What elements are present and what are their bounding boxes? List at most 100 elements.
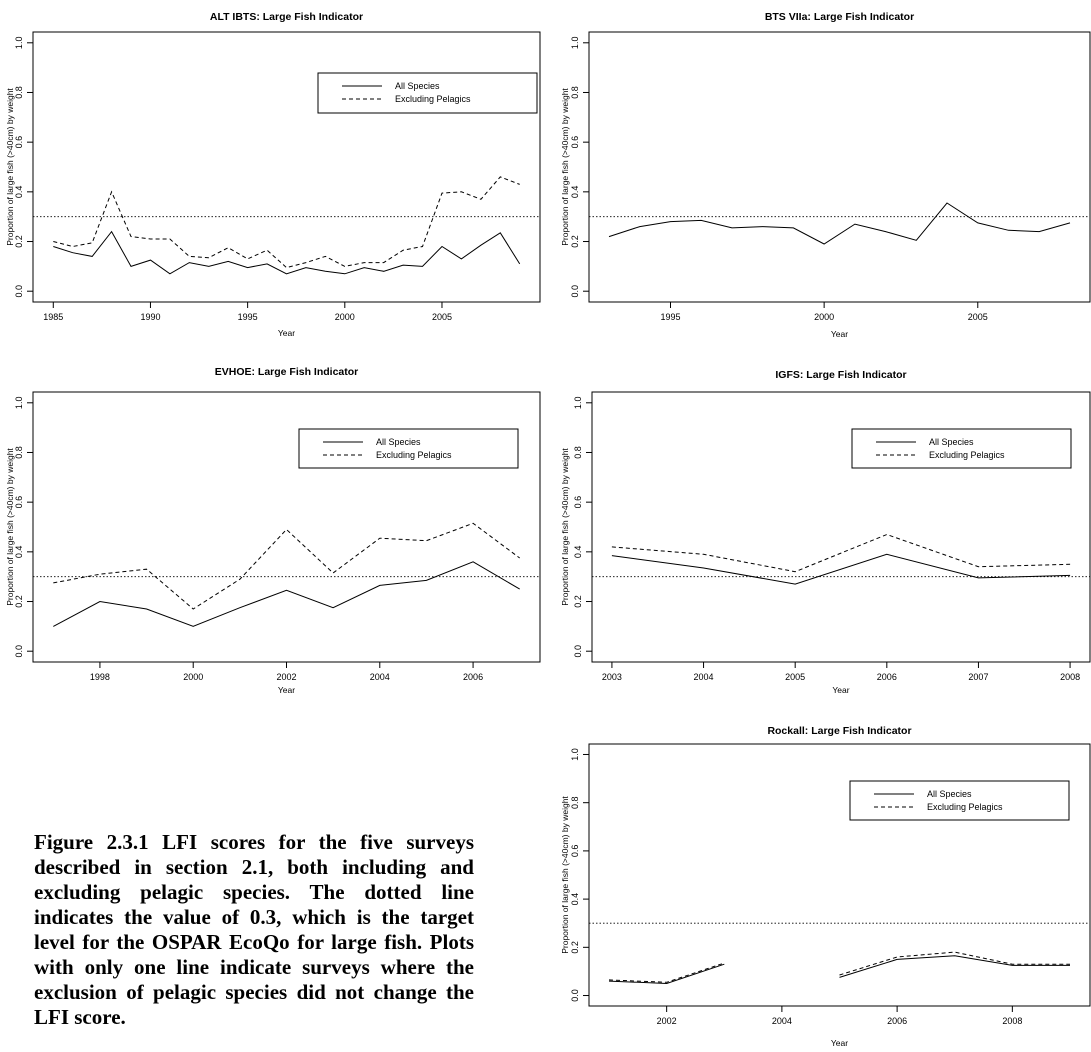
x-tick-label: 2006	[463, 672, 483, 682]
y-tick-label: 0.0	[570, 989, 580, 1002]
y-tick-label: 0.8	[573, 446, 583, 459]
chart-igfs: IGFS: Large Fish Indicator 0.0 0.2 0.4 0.6 0.…	[560, 369, 1091, 695]
x-axis-label: Year	[832, 685, 849, 695]
legend-box	[317, 72, 538, 114]
y-axis-label: Proportion of large fish (>40cm) by weig…	[5, 88, 15, 246]
series-excluding-pelagics-line	[608, 962, 725, 983]
y-tick-label: 1.0	[14, 37, 24, 50]
x-tick-label: 2002	[276, 672, 296, 682]
legend-label: Excluding Pelagics	[927, 802, 1003, 812]
chart-evhoe: EVHOE: Large Fish Indicator 0.0 0.2 0.4 0.6 0…	[5, 366, 541, 695]
x-tick-label: 2008	[1060, 672, 1080, 682]
x-tick-label: 2005	[785, 672, 805, 682]
legend: All Species Excluding Pelagics	[298, 428, 519, 469]
legend-label: Excluding Pelagics	[376, 450, 452, 460]
y-tick-label: 0.0	[570, 285, 580, 298]
chart-title: EVHOE: Large Fish Indicator	[215, 366, 359, 378]
figure-caption: Figure 2.3.1 LFI scores for the five sur…	[34, 830, 474, 1029]
series-excluding-pelagics-line	[53, 176, 520, 269]
x-tick-label: 2000	[183, 672, 203, 682]
chart-title: BTS VIIa: Large Fish Indicator	[765, 11, 914, 23]
series-all-species-line	[53, 230, 521, 275]
y-tick-label: 0.6	[14, 136, 24, 149]
y-tick-label: 0.4	[573, 546, 583, 559]
y-axis-label: Proportion of large fish (>40cm) by weig…	[560, 448, 570, 606]
chart-title: Rockall: Large Fish Indicator	[767, 725, 911, 737]
y-tick-label: 0.0	[573, 645, 583, 658]
legend-label: Excluding Pelagics	[395, 94, 471, 104]
y-tick-label: 0.8	[14, 86, 24, 99]
y-tick-label: 0.2	[14, 595, 24, 608]
y-tick-label: 0.6	[570, 136, 580, 149]
series-all-species-line	[53, 561, 520, 627]
plot-frame	[588, 31, 1091, 303]
y-tick-label: 0.0	[14, 285, 24, 298]
y-tick-label: 0.4	[14, 186, 24, 199]
legend-box	[298, 428, 519, 469]
series-all-species-line	[608, 202, 1071, 245]
y-tick-label: 0.8	[14, 446, 24, 459]
y-tick-label: 0.4	[570, 893, 580, 906]
x-tick-label: 2000	[335, 312, 355, 322]
y-tick-label: 0.2	[570, 235, 580, 248]
x-tick-label: 2008	[1002, 1016, 1022, 1026]
y-tick-label: 1.0	[570, 748, 580, 761]
x-tick-label: 2004	[694, 672, 714, 682]
chart-bts-viia: BTS VIIa: Large Fish Indicator 0.0 0.2 0.4 0…	[560, 11, 1091, 339]
legend: All Species Excluding Pelagics	[851, 428, 1072, 469]
x-tick-label: 2004	[370, 672, 390, 682]
x-axis-label: Year	[278, 328, 295, 338]
series-excluding-pelagics-line	[611, 533, 1071, 573]
x-tick-label: 1995	[238, 312, 258, 322]
x-tick-label: 2005	[968, 312, 988, 322]
legend-label: All Species	[927, 789, 972, 799]
series-all-species-line	[839, 955, 1070, 978]
y-tick-label: 1.0	[570, 37, 580, 50]
series-excluding-pelagics-line	[53, 522, 520, 610]
x-axis-label: Year	[831, 329, 848, 339]
x-tick-label: 1998	[90, 672, 110, 682]
x-axis-label: Year	[278, 685, 295, 695]
x-tick-label: 2003	[602, 672, 622, 682]
x-tick-label: 1995	[660, 312, 680, 322]
y-tick-label: 0.2	[570, 941, 580, 954]
plot-frame	[588, 743, 1091, 1007]
x-tick-label: 2000	[814, 312, 834, 322]
y-tick-label: 0.8	[570, 796, 580, 809]
legend-box	[849, 780, 1070, 821]
legend-label: All Species	[376, 437, 421, 447]
chart-alt-ibts: ALT IBTS: Large Fish Indicator 0.0 0.2 0.4 0…	[5, 11, 541, 338]
x-tick-label: 2002	[657, 1016, 677, 1026]
legend: All Species Excluding Pelagics	[317, 72, 538, 114]
chart-title: IGFS: Large Fish Indicator	[775, 369, 906, 381]
y-tick-label: 0.2	[573, 595, 583, 608]
legend-label: Excluding Pelagics	[929, 450, 1005, 460]
y-axis-label: Proportion of large fish (>40cm) by weig…	[560, 796, 570, 954]
y-tick-label: 0.6	[573, 496, 583, 509]
legend-label: All Species	[395, 81, 440, 91]
y-tick-label: 0.0	[14, 645, 24, 658]
legend: All Species Excluding Pelagics	[849, 780, 1070, 821]
x-tick-label: 2005	[432, 312, 452, 322]
y-axis-label: Proportion of large fish (>40cm) by weig…	[560, 88, 570, 246]
y-tick-label: 0.6	[570, 845, 580, 858]
x-tick-label: 1990	[140, 312, 160, 322]
y-axis-label: Proportion of large fish (>40cm) by weig…	[5, 448, 15, 606]
legend-box	[851, 428, 1072, 469]
plot-frame	[32, 31, 541, 303]
series-all-species-line	[608, 963, 725, 985]
y-tick-label: 1.0	[14, 397, 24, 410]
chart-rockall: Rockall: Large Fish Indicator 0.0 0.2 0.4 0.…	[560, 725, 1091, 1048]
x-axis-label: Year	[831, 1038, 848, 1048]
x-tick-label: 2006	[877, 672, 897, 682]
x-tick-label: 2006	[887, 1016, 907, 1026]
y-tick-label: 0.2	[14, 235, 24, 248]
series-all-species-line	[611, 553, 1071, 585]
chart-title: ALT IBTS: Large Fish Indicator	[210, 11, 363, 23]
x-tick-label: 2004	[772, 1016, 792, 1026]
y-tick-label: 0.6	[14, 496, 24, 509]
x-tick-label: 2007	[968, 672, 988, 682]
y-tick-label: 0.8	[570, 86, 580, 99]
x-tick-label: 1985	[43, 312, 63, 322]
y-tick-label: 0.4	[570, 186, 580, 199]
